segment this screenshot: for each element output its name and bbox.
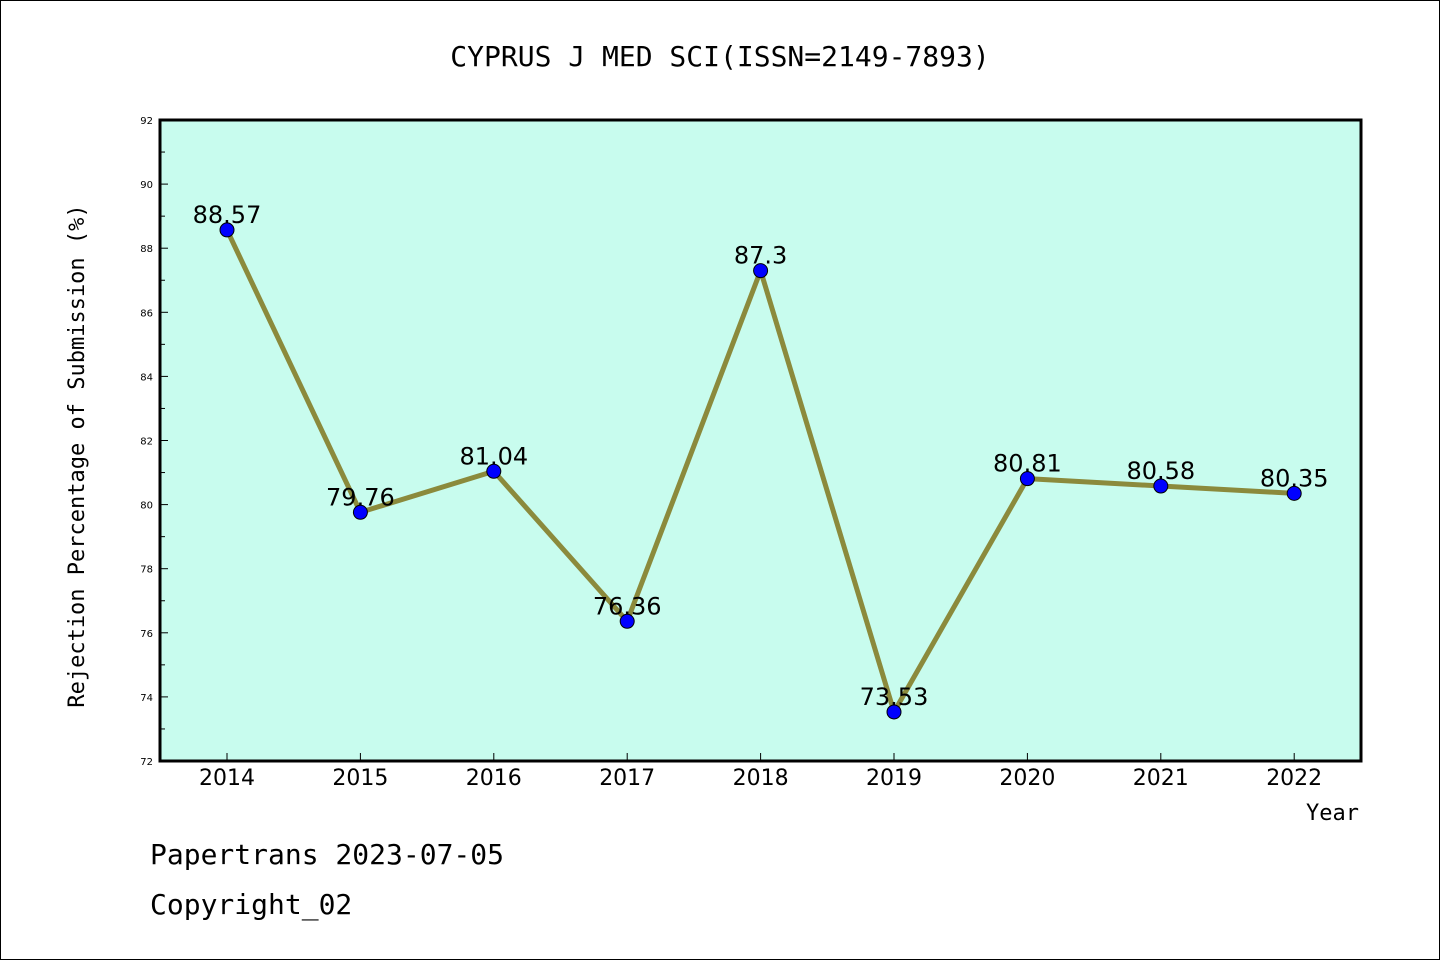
data-point-2021 xyxy=(1153,478,1169,494)
x-tick-label: 2019 xyxy=(866,766,922,791)
x-tick-label: 2016 xyxy=(466,766,522,791)
data-label-2015: 79.76 xyxy=(326,483,395,511)
data-label-2014: 88.57 xyxy=(193,201,262,229)
footer-copyright: Copyright_02 xyxy=(150,888,352,922)
data-point-2022 xyxy=(1286,485,1302,501)
data-point-2020 xyxy=(1019,471,1035,487)
data-points xyxy=(219,222,1302,720)
y-tick-label: 88 xyxy=(140,244,153,255)
x-tick-label: 2017 xyxy=(599,766,655,791)
y-tick-label: 82 xyxy=(140,437,153,448)
data-point-2018 xyxy=(753,263,769,279)
data-point-2016 xyxy=(486,463,502,479)
data-point-2014 xyxy=(219,222,235,238)
data-label-2020: 80.81 xyxy=(993,450,1062,478)
data-point-2017 xyxy=(619,613,635,629)
plot-area xyxy=(158,118,1363,763)
data-label-2018: 87.3 xyxy=(734,242,787,270)
x-axis-ticks: 2014 2015 2016 2017 2018 2019 2020 2021 2022 xyxy=(199,753,1322,791)
y-tick-label: 92 xyxy=(140,116,153,127)
data-label-2021: 80.58 xyxy=(1126,457,1195,485)
chart-title: CYPRUS J MED SCI(ISSN=2149-7893) xyxy=(450,40,989,73)
x-tick-label: 2022 xyxy=(1266,766,1322,791)
data-label-2017: 76.36 xyxy=(593,592,662,620)
data-label-2016: 81.04 xyxy=(459,442,528,470)
data-labels: 88.57 79.76 81.04 76.36 87.3 73.53 80.81 80.58 8… xyxy=(193,201,1329,711)
y-axis-label: Rejection Percentage of Submission (%) xyxy=(65,204,90,707)
data-point-2019 xyxy=(886,704,902,720)
x-tick-label: 2021 xyxy=(1133,766,1189,791)
x-tick-label: 2015 xyxy=(332,766,388,791)
y-tick-label: 74 xyxy=(140,693,153,704)
x-axis-label: Year xyxy=(1306,801,1359,826)
footer-date: Papertrans 2023-07-05 xyxy=(150,838,504,871)
y-axis-ticks: 72 74 76 78 80 82 84 86 88 90 92 xyxy=(140,116,168,768)
x-tick-label: 2018 xyxy=(733,766,789,791)
y-tick-label: 78 xyxy=(140,565,153,576)
y-tick-label: 90 xyxy=(140,180,153,191)
y-tick-label: 72 xyxy=(140,757,153,768)
y-tick-label: 84 xyxy=(140,372,153,383)
y-tick-label: 76 xyxy=(140,629,153,640)
y-tick-label: 86 xyxy=(140,308,153,319)
y-tick-label: 80 xyxy=(140,501,153,512)
x-tick-label: 2020 xyxy=(999,766,1055,791)
data-label-2022: 80.35 xyxy=(1260,464,1329,492)
data-point-2015 xyxy=(352,504,368,520)
x-tick-label: 2014 xyxy=(199,766,255,791)
data-label-2019: 73.53 xyxy=(860,683,929,711)
